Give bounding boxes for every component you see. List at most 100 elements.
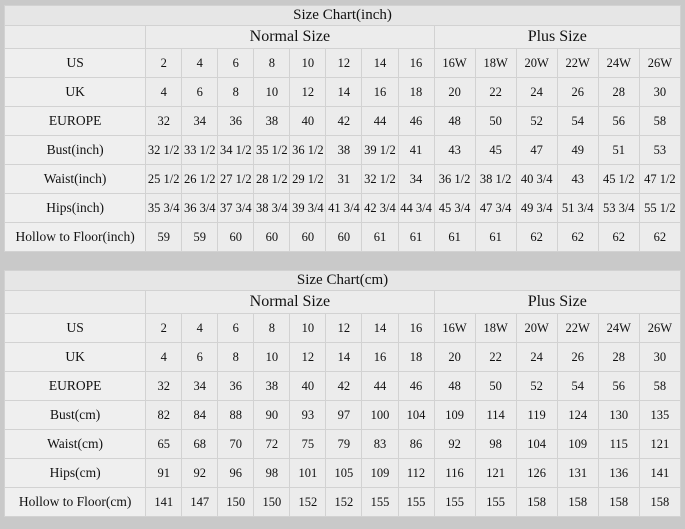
size-cell: 36 (217, 371, 255, 401)
size-cell: 112 (397, 458, 435, 488)
size-cell: 105 (325, 458, 363, 488)
size-cell: 119 (515, 400, 558, 430)
size-cell: 26 (556, 77, 599, 107)
size-cell: 59 (145, 222, 183, 252)
size-cell: 82 (145, 400, 183, 430)
size-cell: 158 (556, 487, 599, 517)
size-cell: 70 (217, 429, 255, 459)
size-cell: 109 (556, 429, 599, 459)
size-cell: 18W (474, 313, 517, 343)
size-cell: 90 (253, 400, 291, 430)
size-cell: 158 (515, 487, 558, 517)
size-cell: 6 (217, 313, 255, 343)
size-cell: 20W (515, 313, 558, 343)
size-cell: 14 (361, 48, 399, 78)
table-title: Size Chart(cm) (4, 270, 681, 291)
size-cell: 98 (474, 429, 517, 459)
size-cell: 50 (474, 371, 517, 401)
row-label: UK (3, 77, 147, 107)
table-row: Hips(cm) 91 92 96 98 101 105 109 112 116 121 126 131… (3, 458, 682, 488)
table-row: Hips(inch) 35 3/4 36 3/4 37 3/4 38 3/4 39 3/4… (3, 193, 682, 223)
size-cell: 50 (474, 106, 517, 136)
size-cell: 121 (638, 429, 682, 459)
size-cell: 61 (474, 222, 517, 252)
size-cell: 126 (515, 458, 558, 488)
size-cell: 47 3/4 (474, 193, 517, 223)
table-row: Bust(cm) 82 84 88 90 93 97 100 104 109 114 119 124 13… (3, 400, 682, 430)
table-row: US 2 4 6 8 10 12 14 16 16W 18W 20W 22W 24W 26W (3, 313, 682, 343)
size-cell: 75 (289, 429, 327, 459)
size-cell: 152 (289, 487, 327, 517)
size-cell: 20 (433, 342, 476, 372)
row-label: Hollow to Floor(inch) (3, 222, 147, 252)
size-cell: 32 (145, 106, 183, 136)
size-cell: 51 3/4 (556, 193, 599, 223)
row-label: EUROPE (3, 371, 147, 401)
size-cell: 98 (253, 458, 291, 488)
size-cell: 58 (638, 371, 682, 401)
size-cell: 32 (145, 371, 183, 401)
size-cell: 109 (361, 458, 399, 488)
size-cell: 24 (515, 77, 558, 107)
size-cell: 30 (638, 77, 682, 107)
size-cell: 26 (556, 342, 599, 372)
size-cell: 33 1/2 (181, 135, 219, 165)
row-label: Hips(cm) (3, 458, 147, 488)
size-cell: 41 3/4 (325, 193, 363, 223)
size-cell: 38 1/2 (474, 164, 517, 194)
size-cell: 68 (181, 429, 219, 459)
size-cell: 114 (474, 400, 517, 430)
size-cell: 93 (289, 400, 327, 430)
size-cell: 22 (474, 77, 517, 107)
size-cell: 49 (556, 135, 599, 165)
size-cell: 47 (515, 135, 558, 165)
size-cell: 4 (145, 77, 183, 107)
size-cell: 136 (597, 458, 640, 488)
size-cell: 34 (181, 371, 219, 401)
size-cell: 116 (433, 458, 476, 488)
size-cell: 62 (597, 222, 640, 252)
size-cell: 26W (638, 48, 682, 78)
size-cell: 97 (325, 400, 363, 430)
size-cell: 44 (361, 371, 399, 401)
size-cell: 37 3/4 (217, 193, 255, 223)
size-cell: 8 (217, 77, 255, 107)
size-cell: 26 1/2 (181, 164, 219, 194)
size-cell: 62 (515, 222, 558, 252)
size-cell: 18W (474, 48, 517, 78)
size-cell: 72 (253, 429, 291, 459)
size-cell: 42 3/4 (361, 193, 399, 223)
size-cell: 2 (145, 313, 183, 343)
size-cell: 56 (597, 106, 640, 136)
size-cell: 32 1/2 (145, 135, 183, 165)
size-cell: 124 (556, 400, 599, 430)
size-cell: 48 (433, 371, 476, 401)
row-label: Waist(cm) (3, 429, 147, 459)
row-label: Bust(cm) (3, 400, 147, 430)
size-cell: 46 (397, 106, 435, 136)
size-cell: 147 (181, 487, 219, 517)
size-cell: 152 (325, 487, 363, 517)
size-chart-cm: Size Chart(cm) Normal Size Plus Size US 2 4 6 8… (3, 270, 682, 517)
size-cell: 10 (289, 313, 327, 343)
size-cell: 20W (515, 48, 558, 78)
size-cell: 26W (638, 313, 682, 343)
size-cell: 48 (433, 106, 476, 136)
size-cell: 16 (397, 48, 435, 78)
size-cell: 62 (638, 222, 682, 252)
size-cell: 83 (361, 429, 399, 459)
size-cell: 38 3/4 (253, 193, 291, 223)
size-cell: 135 (638, 400, 682, 430)
normal-size-header: Normal Size (145, 290, 435, 314)
size-cell: 4 (145, 342, 183, 372)
size-cell: 86 (397, 429, 435, 459)
row-label: UK (3, 342, 147, 372)
size-cell: 61 (433, 222, 476, 252)
row-label: Bust(inch) (3, 135, 147, 165)
table-row: Waist(cm) 65 68 70 72 75 79 83 86 92 98 104 109 115 12… (3, 429, 682, 459)
size-cell: 49 3/4 (515, 193, 558, 223)
size-cell: 42 (325, 106, 363, 136)
size-cell: 28 (597, 77, 640, 107)
size-cell: 38 (253, 106, 291, 136)
size-cell: 91 (145, 458, 183, 488)
